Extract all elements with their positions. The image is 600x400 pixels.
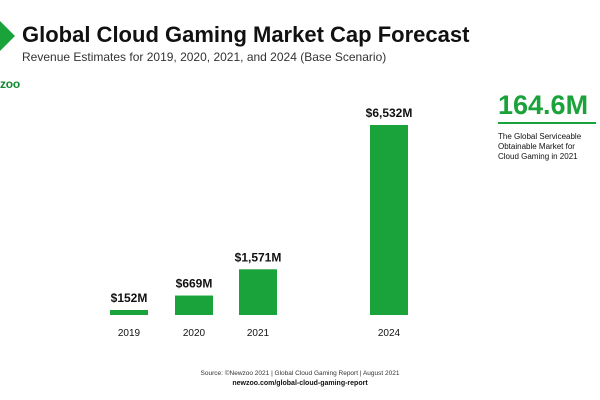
bar-2024 — [370, 125, 408, 315]
callout-value: 164.6M — [498, 90, 589, 120]
category-label-2024: 2024 — [378, 328, 401, 339]
value-label-2020: $669M — [176, 277, 213, 291]
value-label-2019: $152M — [111, 291, 148, 305]
newzoo-logo: zoo — [0, 16, 20, 91]
callout-description: The Global Serviceable Obtainable Market… — [498, 132, 582, 161]
logo-text: zoo — [0, 77, 21, 91]
chart-subtitle: Revenue Estimates for 2019, 2020, 2021, … — [22, 50, 387, 64]
report-link[interactable]: newzoo.com/global-cloud-gaming-report — [232, 380, 368, 387]
bar-2019 — [110, 310, 148, 315]
category-label-2019: 2019 — [118, 328, 141, 339]
callout-divider — [498, 122, 596, 124]
source-note: Source: ©Newzoo 2021 | Global Cloud Gami… — [200, 370, 400, 377]
category-label-2020: 2020 — [183, 328, 206, 339]
value-label-2021: $1,571M — [235, 250, 282, 264]
callout: 164.6M The Global Serviceable Obtainable… — [498, 90, 598, 162]
value-label-2024: $6,532M — [366, 106, 413, 120]
bar-2021 — [239, 269, 277, 315]
bar-2020 — [175, 295, 213, 315]
chart-title: Global Cloud Gaming Market Cap Forecast — [22, 22, 470, 47]
category-label-2021: 2021 — [247, 328, 270, 339]
